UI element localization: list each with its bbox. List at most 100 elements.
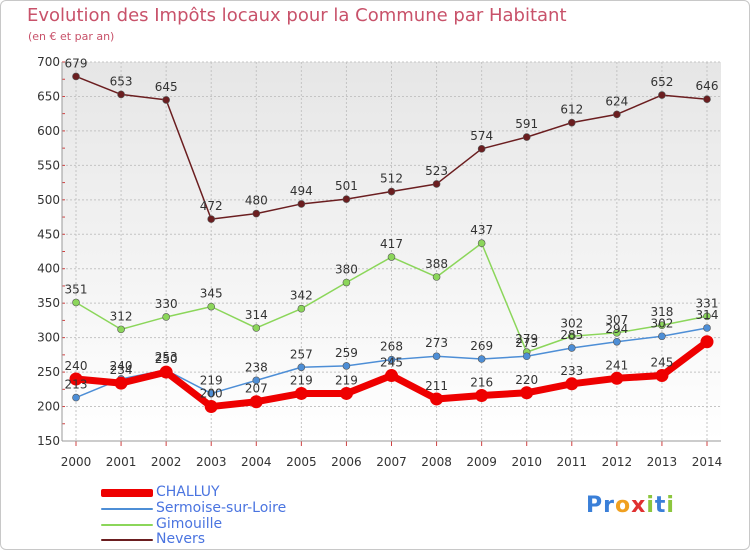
y-tick-label: 600	[37, 124, 60, 138]
y-tick-label: 200	[37, 400, 60, 414]
data-label-gimouille: 388	[425, 257, 448, 271]
data-point-gimouille	[658, 321, 666, 330]
logo-letter: o	[614, 493, 632, 518]
data-label-sermoise-sur-loire: 302	[650, 316, 673, 330]
data-label-sermoise-sur-loire: 213	[65, 378, 88, 392]
data-point-gimouille	[252, 324, 261, 332]
x-tick-label: 2010	[511, 455, 542, 469]
data-label-nevers: 501	[335, 179, 358, 193]
data-label-challuy: 233	[560, 364, 583, 378]
data-point-challuy	[565, 377, 579, 391]
logo-letter: t	[654, 493, 667, 518]
data-label-nevers: 653	[110, 74, 133, 88]
x-tick-label: 2011	[557, 455, 588, 469]
data-label-challuy: 216	[470, 376, 493, 390]
data-point-sermoise-sur-loire	[658, 332, 666, 341]
data-label-nevers: 512	[380, 172, 403, 186]
x-tick-label: 2012	[602, 455, 633, 469]
data-point-challuy	[114, 376, 128, 390]
y-tick-label: 400	[37, 262, 60, 276]
data-label-gimouille: 302	[560, 316, 583, 330]
data-point-gimouille	[613, 329, 621, 337]
legend-swatch	[101, 489, 153, 497]
data-label-gimouille: 380	[335, 263, 358, 277]
data-label-challuy: 234	[110, 363, 133, 377]
data-point-sermoise-sur-loire	[297, 363, 306, 372]
data-label-challuy: 200	[200, 387, 223, 401]
data-point-sermoise-sur-loire	[567, 344, 576, 352]
data-label-sermoise-sur-loire: 240	[110, 359, 133, 373]
data-point-challuy	[700, 335, 714, 349]
data-label-gimouille: 279	[515, 332, 538, 346]
y-tick-label: 250	[37, 365, 60, 379]
x-tick-label: 2004	[241, 455, 272, 469]
data-point-challuy	[655, 369, 669, 383]
data-label-nevers: 612	[560, 103, 583, 117]
data-label-sermoise-sur-loire: 273	[425, 336, 448, 350]
data-label-challuy: 241	[605, 358, 628, 372]
legend-label: Gimouille	[156, 516, 223, 532]
data-label-sermoise-sur-loire: 219	[200, 373, 223, 387]
logo-letter: x	[631, 493, 647, 518]
data-label-gimouille: 307	[605, 313, 628, 327]
data-label-sermoise-sur-loire: 273	[515, 336, 538, 350]
data-label-nevers: 591	[515, 117, 538, 131]
data-label-challuy: 219	[290, 373, 313, 387]
data-point-challuy	[475, 389, 489, 403]
x-tick-label: 2000	[61, 455, 92, 469]
data-point-nevers	[387, 187, 396, 196]
data-label-gimouille: 331	[696, 296, 719, 310]
legend-label: Sermoise-sur-Loire	[156, 500, 287, 516]
x-tick-label: 2013	[647, 455, 678, 469]
data-point-nevers	[703, 95, 711, 104]
y-tick-label: 700	[37, 55, 60, 69]
data-label-gimouille: 351	[65, 282, 88, 296]
x-tick-label: 2007	[376, 455, 407, 469]
x-tick-label: 2009	[466, 455, 497, 469]
x-tick-label: 2002	[151, 455, 182, 469]
logo-letter: i	[666, 493, 675, 518]
data-point-challuy	[204, 400, 218, 414]
data-label-nevers: 472	[200, 199, 223, 213]
data-label-gimouille: 318	[650, 305, 673, 319]
data-label-challuy: 245	[650, 356, 673, 370]
data-point-gimouille	[703, 312, 711, 321]
data-label-sermoise-sur-loire: 285	[560, 328, 583, 342]
data-point-nevers	[522, 133, 531, 141]
y-tick-label: 450	[37, 227, 60, 241]
data-point-challuy	[159, 365, 173, 379]
data-label-challuy: 219	[335, 373, 358, 387]
proxiti-logo: Proxiti	[586, 493, 675, 518]
data-point-sermoise-sur-loire	[72, 393, 80, 402]
data-label-nevers: 523	[425, 164, 448, 178]
data-point-nevers	[162, 96, 170, 104]
data-point-sermoise-sur-loire	[432, 352, 441, 361]
data-label-sermoise-sur-loire: 294	[605, 322, 628, 336]
data-label-sermoise-sur-loire: 238	[245, 360, 268, 374]
data-point-challuy	[610, 371, 624, 385]
data-point-challuy	[520, 386, 534, 400]
data-point-gimouille	[342, 278, 351, 287]
data-label-nevers: 652	[650, 75, 673, 89]
data-point-nevers	[72, 72, 80, 81]
data-point-sermoise-sur-loire	[207, 389, 216, 398]
data-label-gimouille: 342	[290, 289, 313, 303]
data-point-sermoise-sur-loire	[342, 362, 351, 370]
data-point-gimouille	[72, 298, 80, 307]
data-point-nevers	[477, 145, 486, 153]
data-label-gimouille: 330	[155, 297, 178, 311]
data-label-sermoise-sur-loire: 259	[335, 346, 358, 360]
data-label-sermoise-sur-loire: 269	[470, 339, 493, 353]
data-point-nevers	[613, 110, 621, 119]
data-label-sermoise-sur-loire: 314	[696, 308, 719, 322]
data-label-nevers: 645	[155, 80, 178, 94]
data-label-challuy: 245	[380, 356, 403, 370]
legend-swatch	[101, 524, 153, 526]
data-label-nevers: 624	[605, 94, 628, 108]
y-tick-label: 350	[37, 296, 60, 310]
x-tick-label: 2003	[196, 455, 227, 469]
logo-letter: P	[586, 493, 604, 518]
data-point-sermoise-sur-loire	[252, 376, 261, 385]
data-point-nevers	[567, 118, 576, 127]
